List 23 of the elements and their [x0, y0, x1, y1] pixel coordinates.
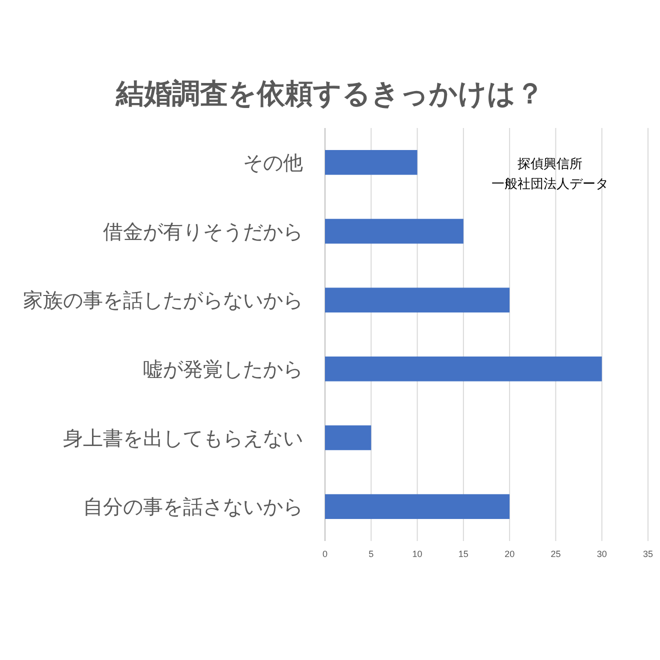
- bar: [325, 218, 464, 244]
- x-tick-label: 15: [458, 549, 468, 559]
- bar: [325, 425, 372, 450]
- bar: [325, 150, 418, 175]
- x-tick-label: 30: [596, 549, 607, 559]
- x-tick-label: 35: [642, 549, 654, 559]
- y-tick-label: 身上書を出してもらえない: [63, 428, 303, 450]
- y-tick-label: 借金が有りそうだから: [103, 221, 303, 244]
- y-tick-label: 自分の事を話さないから: [83, 496, 303, 519]
- annotation: 探偵興信所: [518, 156, 582, 171]
- chart-title: 結婚調査を依頼するきっかけは？: [115, 78, 544, 109]
- bar: [325, 356, 602, 382]
- y-tick-label: 家族の事を話したがらないから: [23, 290, 303, 312]
- x-tick-label: 0: [322, 549, 328, 559]
- bar: [325, 288, 510, 312]
- annotation: 一般社団法人データ: [492, 176, 608, 191]
- y-tick-label: 嘘が発覚したから: [143, 358, 303, 381]
- x-tick-label: 10: [412, 549, 422, 559]
- x-tick-label: 20: [504, 549, 515, 559]
- x-tick-label: 5: [368, 549, 374, 559]
- bar: [325, 494, 510, 519]
- y-tick-label: その他: [243, 152, 303, 174]
- x-tick-label: 25: [550, 549, 561, 559]
